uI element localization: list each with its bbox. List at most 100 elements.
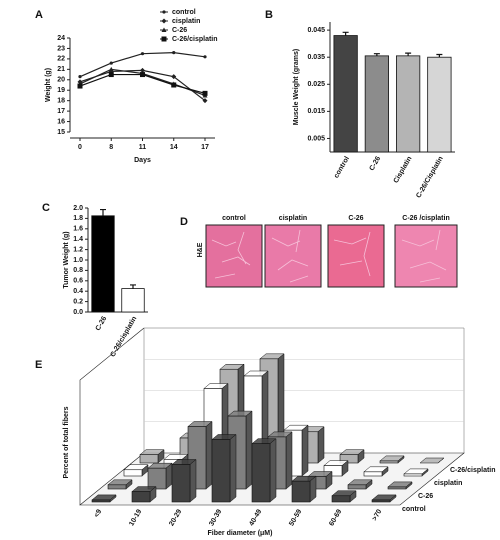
x-tick-label: <9 — [93, 508, 103, 519]
y-tick-label: 19 — [57, 87, 65, 94]
x-axis-label: Fiber diameter (μM) — [208, 530, 273, 537]
y-tick-label: 0.035 — [307, 54, 325, 61]
tissue-texture — [211, 229, 447, 283]
bar — [396, 55, 421, 153]
legend-label: cisplatin — [172, 18, 200, 25]
histology-image — [327, 224, 385, 288]
column-label: C-26 /cisplatin — [402, 215, 449, 222]
error-bar — [405, 52, 412, 56]
panel-letter: E — [35, 359, 42, 371]
bar — [364, 55, 389, 153]
bar — [347, 484, 367, 490]
y-tick-label: 0.8 — [73, 267, 83, 274]
marker — [77, 83, 83, 89]
column-label: control — [222, 215, 246, 222]
x-tick-label: 50-59 — [288, 508, 303, 527]
error-bar — [130, 284, 136, 289]
bar — [123, 469, 143, 477]
x-tick-label: 40-49 — [248, 508, 263, 527]
marker — [162, 10, 166, 14]
bar-side — [245, 410, 253, 490]
histology-images — [205, 224, 458, 288]
bar — [427, 56, 452, 153]
y-tick-label: 1.8 — [73, 215, 83, 222]
bar-side — [285, 431, 293, 490]
row-label: H&E — [197, 242, 204, 257]
histology-image — [205, 224, 263, 288]
x-tick-label: control — [333, 155, 351, 179]
x-tick-label: 0 — [78, 144, 82, 151]
bar-side — [229, 433, 237, 503]
y-tick-label: 0.025 — [307, 81, 325, 88]
marker — [140, 67, 145, 73]
marker — [109, 61, 113, 65]
bar — [211, 439, 231, 503]
marker — [202, 90, 208, 96]
marker — [161, 36, 167, 42]
bar — [339, 454, 359, 464]
y-tick-label: 0.0 — [73, 309, 83, 316]
bar — [91, 215, 115, 313]
x-tick-label: C-26/Cisplatin — [415, 155, 444, 199]
y-tick-label: 0.045 — [307, 27, 325, 34]
bar-side — [189, 458, 197, 503]
y-tick-label: 1.2 — [73, 246, 83, 253]
error-bar — [100, 208, 106, 216]
y-tick-label: 16 — [57, 118, 65, 125]
error-bar — [342, 31, 349, 36]
bar — [147, 467, 167, 490]
histology-image — [264, 224, 322, 288]
x-tick-label: 10-19 — [128, 508, 143, 527]
marker — [108, 72, 114, 78]
bar-side — [205, 420, 213, 490]
bar — [131, 491, 151, 503]
marker — [78, 75, 82, 79]
series-label: C-26 — [418, 493, 433, 500]
panel-letter: B — [265, 9, 273, 21]
panel-letter: C — [42, 202, 50, 214]
bar-side — [317, 426, 325, 464]
series-label: control — [402, 506, 426, 513]
y-tick-label: 0.6 — [73, 278, 83, 285]
y-tick-label: 1.6 — [73, 226, 83, 233]
y-tick-label: 2.0 — [73, 205, 83, 212]
bar-side — [437, 457, 445, 464]
legend-label: C-26/cisplatin — [172, 36, 218, 43]
bar — [387, 486, 407, 490]
y-axis-label: Percent of total fibers — [63, 406, 70, 478]
bar — [363, 471, 383, 477]
y-tick-label: 0.005 — [307, 135, 325, 142]
y-tick-label: 0.4 — [73, 288, 83, 295]
bar-side — [301, 424, 309, 477]
bar — [403, 473, 423, 477]
y-axis-label: Muscle Weight (grams) — [293, 49, 300, 126]
y-tick-label: 23 — [57, 45, 65, 52]
series-label: cisplatin — [434, 480, 462, 487]
panel-letter: A — [35, 9, 43, 21]
x-tick-label: 20-29 — [168, 508, 183, 527]
side-wall — [79, 327, 145, 505]
y-tick-label: 0.015 — [307, 108, 325, 115]
marker — [202, 98, 208, 104]
x-tick-label: 30-39 — [208, 508, 223, 527]
x-tick-label: 14 — [170, 144, 178, 151]
bar — [331, 495, 351, 503]
bar — [91, 499, 111, 503]
line — [79, 73, 206, 94]
error-bar — [436, 53, 443, 58]
y-axis-label: Weight (g) — [45, 68, 52, 102]
x-tick-label: C-26 — [95, 315, 109, 332]
marker — [161, 27, 167, 32]
x-axis-label: Days — [134, 157, 151, 164]
bar — [107, 484, 127, 490]
y-tick-label: 20 — [57, 77, 65, 84]
bar — [371, 499, 391, 503]
x-tick-label: C-26 — [369, 155, 383, 172]
bar — [251, 443, 271, 503]
legend-label: C-26 — [172, 27, 187, 34]
marker — [203, 55, 207, 59]
marker — [140, 52, 145, 56]
x-tick-label: C-26/cisplatin — [110, 315, 139, 358]
y-tick-label: 15 — [57, 129, 65, 136]
marker — [171, 74, 177, 80]
